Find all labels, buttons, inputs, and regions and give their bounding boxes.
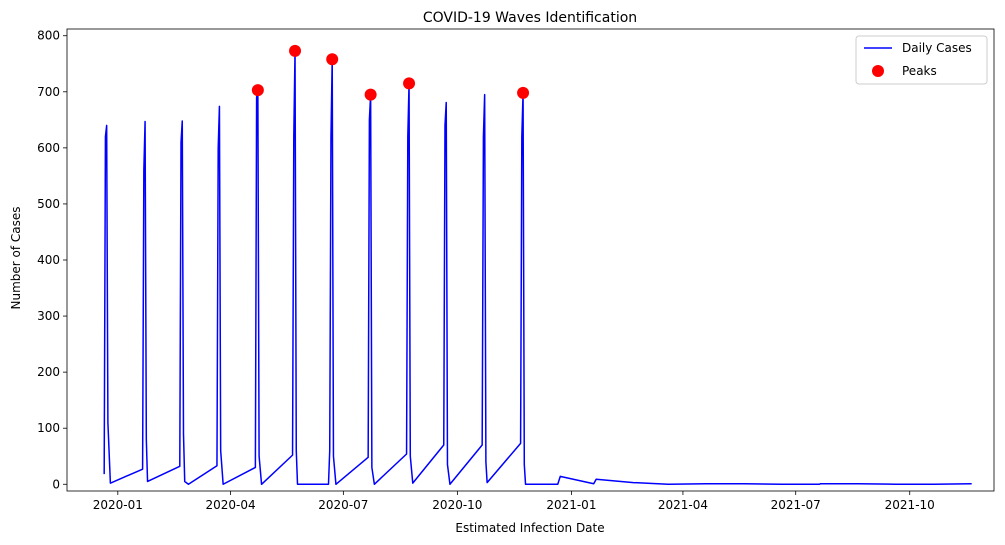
legend: Daily Cases Peaks	[855, 35, 988, 85]
series-line-daily-cases	[103, 50, 972, 486]
y-tick-label: 300	[37, 309, 60, 323]
peak-point	[251, 84, 264, 97]
x-tick-label: 2020-04	[206, 498, 256, 512]
peak-point	[326, 53, 339, 66]
y-tick-label: 600	[37, 141, 60, 155]
y-axis: 0 100 200 300 400 500 600 700 800	[37, 29, 67, 491]
y-tick-label: 200	[37, 365, 60, 379]
peak-point	[517, 86, 530, 99]
x-tick-label: 2021-04	[658, 498, 708, 512]
x-tick-label: 2020-07	[318, 498, 368, 512]
y-axis-title: Number of Cases	[9, 206, 23, 309]
x-tick-label: 2020-01	[93, 498, 143, 512]
y-tick-label: 400	[37, 253, 60, 267]
y-tick-label: 100	[37, 421, 60, 435]
x-tick-label: 2020-10	[432, 498, 482, 512]
legend-label-daily-cases: Daily Cases	[902, 41, 972, 55]
plot-area: 2020-01 2020-04 2020-07 2020-10 2021-01 2021-…	[37, 28, 995, 512]
plot-frame	[66, 28, 995, 492]
legend-label-peaks: Peaks	[902, 64, 937, 78]
x-axis-title: Estimated Infection Date	[455, 521, 604, 535]
peak-point	[289, 44, 302, 57]
y-tick-label: 0	[52, 477, 60, 491]
legend-swatch-peaks	[872, 65, 884, 77]
y-tick-label: 700	[37, 85, 60, 99]
peak-point	[364, 88, 377, 101]
peak-point	[403, 77, 416, 90]
x-axis: 2020-01 2020-04 2020-07 2020-10 2021-01 2021-…	[93, 491, 935, 512]
x-tick-label: 2021-07	[771, 498, 821, 512]
peak-markers	[251, 44, 530, 101]
x-tick-label: 2021-01	[546, 498, 596, 512]
chart-title: COVID-19 Waves Identification	[423, 10, 637, 26]
x-tick-label: 2021-10	[885, 498, 935, 512]
y-tick-label: 500	[37, 197, 60, 211]
y-tick-label: 800	[37, 29, 60, 43]
